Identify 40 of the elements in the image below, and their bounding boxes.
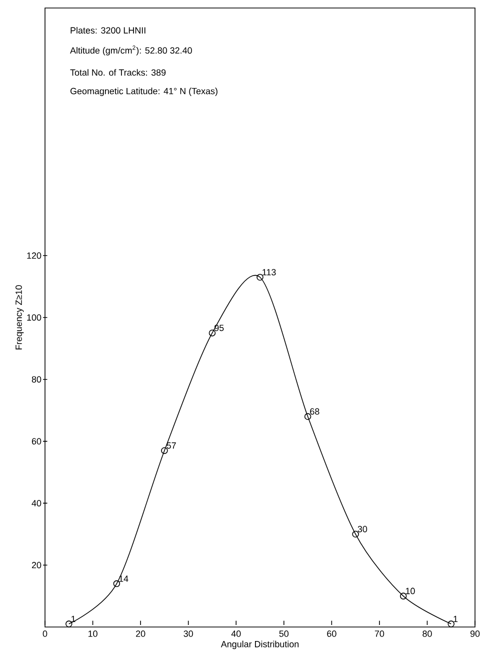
point: [113, 580, 120, 588]
data-label: 57: [166, 442, 176, 449]
x-tick-label: 10: [88, 630, 98, 637]
data-label: 113: [262, 269, 276, 276]
annotation: Plates: 3200 LHNII: [70, 26, 146, 34]
y-tick-label: 40: [32, 500, 42, 506]
point: [352, 530, 359, 538]
data-label: 30: [358, 526, 368, 532]
data-label: 1: [71, 616, 76, 622]
x-tick-label: 0: [42, 630, 48, 637]
x-tick-label: 70: [374, 630, 384, 637]
x-tick-label: 40: [231, 630, 241, 637]
point: [208, 330, 216, 336]
data-label: 95: [214, 324, 224, 332]
y-tick-label: 60: [32, 438, 42, 444]
x-tick-label: 80: [422, 630, 432, 637]
point: [400, 592, 407, 600]
data-label: 10: [406, 588, 415, 594]
y-axis-title: Frequency Z≥10: [16, 285, 24, 350]
point: [448, 620, 455, 628]
annotation: Total No. of Tracks: 389: [70, 69, 166, 76]
annotation: Altitude (gm/cm$^{2}$): 52.80 32.40: [70, 46, 192, 56]
data-label: 14: [119, 576, 128, 582]
data-label: 68: [310, 408, 320, 415]
point: [256, 274, 264, 281]
y-tick-label: 120: [27, 252, 42, 259]
y-tick-label: 100: [27, 314, 42, 321]
x-tick-label: 20: [136, 630, 146, 637]
annotation: Geomagnetic Latitude: 41° N (Texas): [70, 88, 218, 96]
x-tick-label: 30: [184, 630, 193, 637]
point: [161, 447, 168, 454]
y-tick-label: 20: [32, 562, 42, 568]
x-tick-label: 50: [279, 630, 289, 637]
point: [304, 413, 312, 420]
point: [66, 620, 72, 628]
x-tick-label: 60: [327, 630, 336, 637]
data-label: 1: [454, 616, 458, 622]
x-tick-label: 90: [470, 630, 480, 637]
x-axis-title: Angular Distribution: [220, 640, 299, 650]
y-tick-label: 80: [32, 376, 42, 383]
